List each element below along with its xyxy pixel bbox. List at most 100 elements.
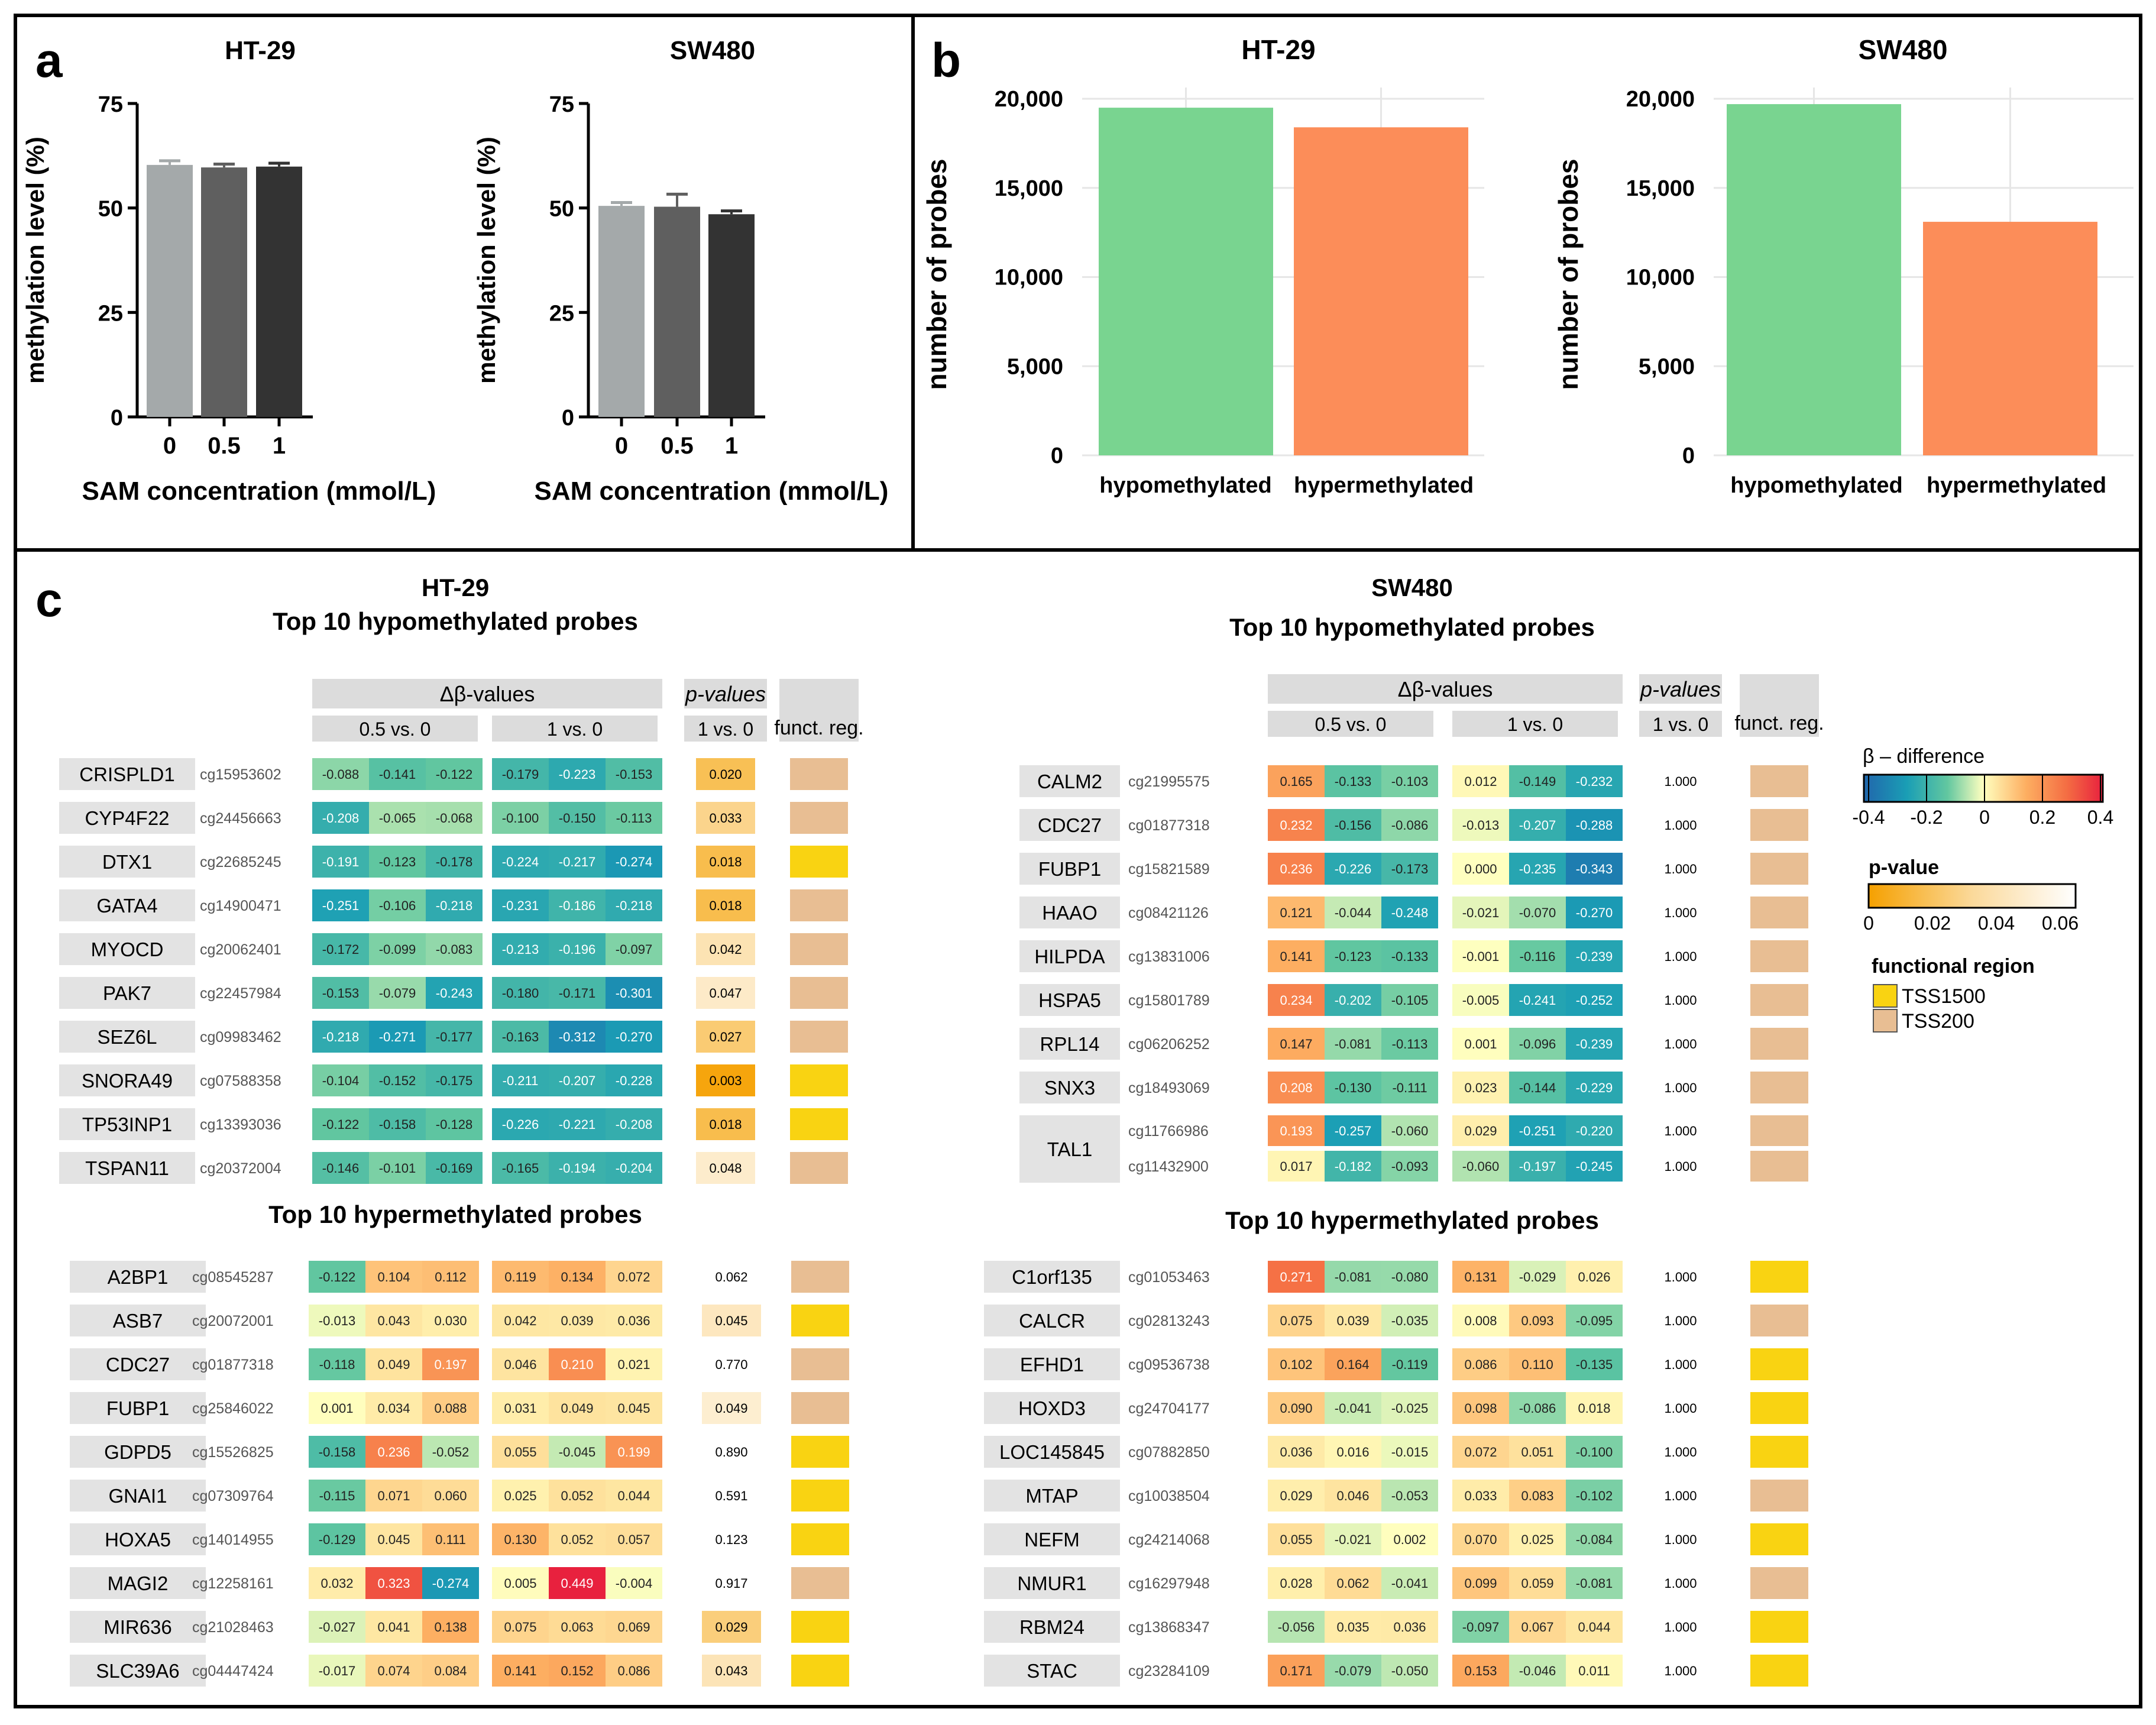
heat-cell	[492, 1348, 549, 1380]
heat-cell	[549, 1021, 606, 1053]
heat-value: -0.153	[616, 767, 652, 782]
heat-cell	[1325, 853, 1381, 885]
heat-cell	[1452, 1523, 1509, 1555]
p-value: 1.000	[1664, 1313, 1697, 1328]
heat-value: -0.150	[559, 811, 595, 826]
heat-cell	[606, 933, 662, 965]
gene-name: DTX1	[102, 851, 152, 873]
p-cell	[1651, 1392, 1710, 1424]
p-cell	[1651, 1611, 1710, 1643]
gene-cell	[59, 1021, 195, 1053]
header-funct: funct. reg.	[774, 717, 863, 739]
heat-cell	[1509, 1392, 1566, 1424]
heat-cell	[1268, 940, 1325, 972]
gene-name: SEZ6L	[98, 1026, 157, 1048]
header-sub1: 0.5 vs. 0	[360, 719, 431, 740]
heat-cell	[492, 1305, 549, 1336]
y-tick-label: 5,000	[1007, 354, 1063, 379]
heat-cell	[1325, 765, 1381, 797]
heat-value: 0.035	[1336, 1620, 1369, 1635]
heat-value: -0.202	[1335, 993, 1371, 1008]
heat-value: -0.243	[436, 986, 472, 1001]
gene-name: TAL1	[1047, 1138, 1092, 1160]
p-value: 0.917	[715, 1576, 747, 1591]
heat-cell	[1381, 1567, 1438, 1599]
heat-value: 0.052	[561, 1532, 593, 1547]
probe-id: cg07588358	[200, 1073, 281, 1089]
heat-cell	[1381, 1028, 1438, 1060]
heat-cell	[1325, 1655, 1381, 1687]
bar	[147, 164, 193, 417]
gene-cell	[1019, 897, 1120, 928]
heat-value: 0.000	[1464, 862, 1497, 876]
p-value: 0.043	[715, 1663, 747, 1678]
heat-value: 0.086	[617, 1663, 650, 1678]
gene-cell	[1019, 1028, 1120, 1060]
heat-cell	[309, 1480, 365, 1512]
heat-value: 0.119	[504, 1270, 536, 1284]
p-cell	[702, 1305, 761, 1336]
heat-value: 0.036	[617, 1313, 650, 1328]
panel-c-label: c	[35, 573, 63, 627]
heat-value: 0.111	[435, 1532, 466, 1547]
x-tick-label: hypermethylated	[1294, 473, 1474, 498]
heat-cell	[1325, 1523, 1381, 1555]
heat-value: -0.080	[1391, 1270, 1428, 1284]
p-value: 0.027	[709, 1030, 742, 1044]
heat-cell	[422, 1305, 479, 1336]
gene-cell	[984, 1567, 1120, 1599]
heat-value: -0.197	[1519, 1159, 1556, 1174]
p-value: 0.033	[709, 811, 742, 826]
gene-name: FUBP1	[1038, 858, 1101, 880]
heat-value: -0.156	[1335, 818, 1371, 833]
gene-name: NEFM	[1024, 1529, 1080, 1551]
heat-cell	[1268, 1348, 1325, 1380]
heat-value: -0.270	[1576, 905, 1613, 920]
heat-cell	[369, 889, 426, 921]
heat-value: -0.029	[1519, 1270, 1556, 1284]
heat-value: -0.115	[319, 1488, 355, 1503]
heat-cell	[1509, 1305, 1566, 1336]
p-cell	[696, 933, 755, 965]
heat-value: 0.001	[321, 1401, 353, 1416]
heat-cell	[549, 1108, 606, 1140]
heat-cell	[1509, 1028, 1566, 1060]
p-cell	[1651, 897, 1710, 928]
heat-cell	[1381, 1392, 1438, 1424]
heat-cell	[492, 1480, 549, 1512]
heat-cell	[422, 1655, 479, 1687]
heat-cell	[1325, 1567, 1381, 1599]
heat-value: -0.097	[616, 942, 652, 957]
x-axis-title: SAM concentration (mmol/L)	[82, 477, 436, 506]
probe-id: cg09983462	[200, 1029, 281, 1046]
heat-cell	[312, 802, 369, 834]
funct-cell	[791, 1436, 849, 1468]
gene-cell	[59, 802, 195, 834]
gene-name: HILPDA	[1034, 946, 1105, 967]
heat-value: -0.182	[1335, 1159, 1371, 1174]
heat-value: -0.017	[319, 1663, 355, 1678]
funct-cell	[1750, 1567, 1808, 1599]
legend-func-title: functional region	[1872, 955, 2035, 978]
heat-cell	[1452, 765, 1509, 797]
heat-cell	[1268, 1261, 1325, 1293]
heat-cell	[1325, 940, 1381, 972]
heat-cell	[1452, 853, 1509, 885]
heat-value: -0.025	[1391, 1401, 1428, 1416]
heat-value: -0.001	[1462, 949, 1499, 964]
p-value: 1.000	[1664, 1620, 1697, 1635]
gene-cell	[70, 1392, 206, 1424]
heat-cell	[606, 1523, 662, 1555]
gene-cell	[70, 1523, 206, 1555]
heat-value: 0.084	[434, 1663, 467, 1678]
gene-name: MTAP	[1025, 1485, 1078, 1507]
heat-cell	[1381, 1523, 1438, 1555]
gene-cell	[1019, 984, 1120, 1016]
heat-value: -0.133	[1391, 949, 1428, 964]
header-funct-bg	[1740, 674, 1819, 737]
heat-value: -0.257	[1335, 1124, 1371, 1138]
heat-value: 0.039	[561, 1313, 593, 1328]
gene-cell	[59, 1108, 195, 1140]
heat-cell	[492, 977, 549, 1009]
heat-cell	[492, 1567, 549, 1599]
